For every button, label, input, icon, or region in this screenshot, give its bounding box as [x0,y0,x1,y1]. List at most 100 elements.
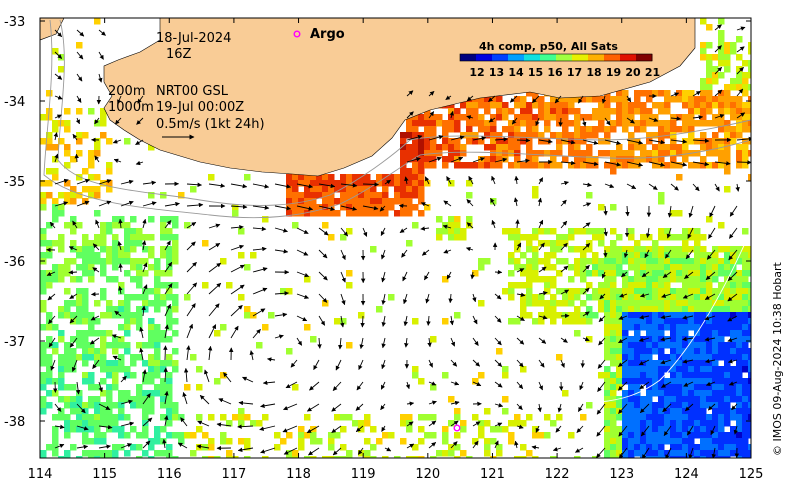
current-vector [582,161,599,167]
current-vector [515,219,520,229]
current-vector [494,157,508,163]
argo-label: Argo [310,27,345,42]
current-vector [560,265,569,273]
current-vector [660,314,672,320]
current-vector [640,293,650,298]
current-vector [603,205,608,216]
current-vector [470,271,475,280]
current-vector [491,175,496,185]
colorbar-tick-label: 12 [469,66,484,79]
current-vector [164,303,171,317]
current-vector [380,403,386,411]
current-vector [259,425,276,431]
current-vector [49,221,56,229]
current-vector [639,314,650,320]
current-vector [727,293,738,302]
current-vector [516,337,525,345]
colorbar-title: 4h comp, p50, All Sats [479,40,618,53]
current-vector [494,137,509,142]
current-vector [274,183,292,189]
current-vector [76,95,82,103]
current-vector [313,359,320,371]
current-vector [557,403,563,413]
x-tick-label: 120 [415,467,440,482]
current-vector [736,88,744,97]
current-vector [538,337,547,344]
current-vector [516,292,526,297]
current-vector [729,205,738,217]
current-vector [359,337,364,350]
current-vector [340,249,346,261]
current-vector [736,26,746,31]
current-vector [318,315,326,326]
current-vector [420,202,430,207]
current-vector [626,183,637,190]
current-vector [94,155,100,163]
current-vector [98,179,112,185]
current-vector [355,425,364,433]
current-vector [491,219,496,229]
current-vector [466,95,474,102]
x-tick-label: 123 [609,467,634,482]
current-vector [582,264,590,273]
current-vector [296,227,309,234]
current-vector [736,67,744,75]
current-vector [728,381,738,386]
current-vector [252,267,268,273]
x-axis: 114 115 116 117 118 119 120 121 122 123 124 125 [28,18,763,482]
credit-text: © IMOS 09-Aug-2024 10:38 Hobart [771,262,784,456]
current-vector [426,315,431,326]
current-vector [54,73,63,80]
current-vector [117,241,122,251]
current-vector [68,246,78,251]
current-vector [442,224,452,229]
current-vector [472,359,480,367]
current-vector [399,227,408,233]
x-tick-label: 117 [221,467,246,482]
x-tick-label: 115 [92,467,117,482]
current-vector [54,114,62,119]
current-vector [714,114,725,119]
current-vector [120,200,134,207]
current-vector [318,249,328,259]
colorbar-tick-label: 14 [508,66,524,79]
current-vector [582,139,599,145]
current-vector [230,284,245,295]
current-vector [603,227,608,237]
colorbar [459,53,653,62]
current-vector [54,403,62,412]
current-vector [230,224,244,230]
current-vector [340,183,358,188]
current-vector [582,222,591,229]
current-vector [92,243,100,251]
current-vector [663,425,672,436]
current-vector [516,242,522,251]
current-vector [682,315,694,320]
current-vector [727,337,738,343]
current-vector [538,219,544,229]
current-vector [358,359,364,370]
current-vector [685,249,694,260]
current-vector [450,381,460,386]
current-vector [230,183,248,189]
current-vector [535,117,540,126]
current-vector [274,205,292,211]
y-tick-label: -37 [4,335,25,350]
current-vector [89,337,100,345]
current-vector [428,90,435,97]
current-vector [186,202,204,208]
current-vector [196,444,210,449]
current-vector [670,183,679,191]
current-vector [705,381,716,386]
current-vector [199,394,210,405]
colorbar-ticks: 12 13 14 15 16 17 18 19 20 21 [469,66,660,79]
colorbar-swatch [508,54,525,61]
current-vector [424,176,430,185]
current-vector [163,345,168,361]
current-vector [283,447,298,455]
current-vector [596,425,606,437]
current-vector [516,424,524,429]
current-vector [604,139,621,145]
current-vector [135,139,144,146]
current-vector [560,180,569,186]
